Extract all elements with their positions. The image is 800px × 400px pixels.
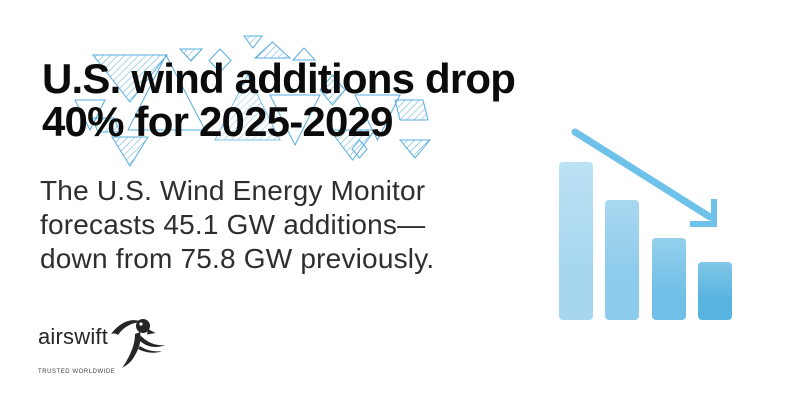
body-line2: forecasts 45.1 GW additions— bbox=[40, 209, 426, 240]
swift-bird-icon bbox=[111, 319, 166, 368]
headline-line2: 40% for 2025-2029 bbox=[42, 98, 393, 145]
headline: U.S. wind additions drop 40% for 2025-20… bbox=[42, 55, 516, 145]
bar-3 bbox=[651, 238, 686, 320]
body-text: The U.S. Wind Energy Monitor forecasts 4… bbox=[40, 174, 434, 276]
triangle-pattern-decoration bbox=[74, 35, 432, 167]
downward-trend-arrow-icon bbox=[571, 128, 717, 227]
bar-chart bbox=[559, 162, 732, 320]
logo-tagline: TRUSTED WORLDWIDE bbox=[38, 369, 116, 375]
airswift-logo: airswift TRUSTED WORLDWIDE bbox=[38, 316, 166, 375]
body-line1: The U.S. Wind Energy Monitor bbox=[40, 175, 426, 206]
headline-line1: U.S. wind additions drop bbox=[42, 55, 516, 102]
bar-2 bbox=[605, 200, 640, 320]
bar-4 bbox=[697, 262, 732, 320]
bar-1 bbox=[559, 162, 593, 320]
body-line3: down from 75.8 GW previously. bbox=[40, 243, 435, 274]
logo-wordmark: airswift bbox=[38, 324, 109, 349]
